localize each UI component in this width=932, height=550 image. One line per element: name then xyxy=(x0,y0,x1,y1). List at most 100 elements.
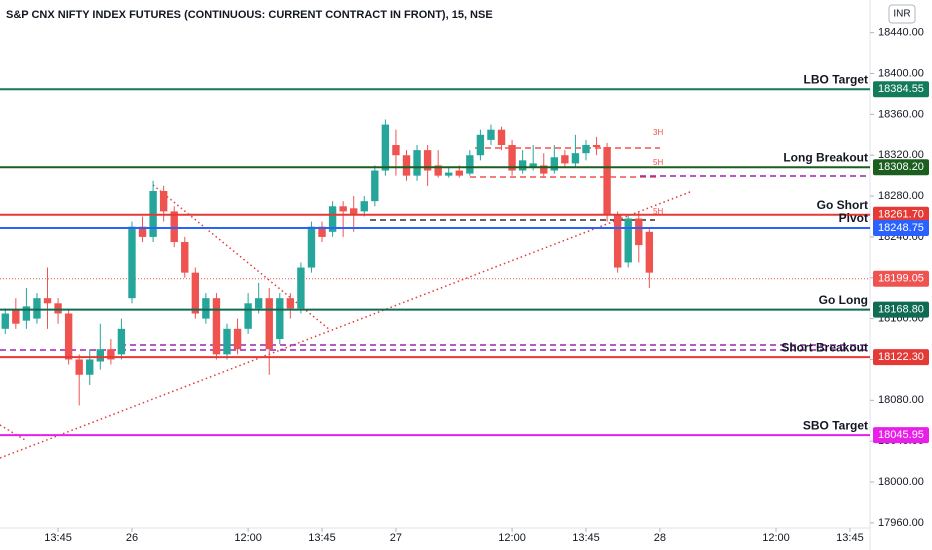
candle-body xyxy=(497,129,506,146)
candle-body xyxy=(307,226,316,268)
annotation: 5H xyxy=(653,207,663,216)
candle-body xyxy=(487,129,495,140)
candle-body xyxy=(128,226,136,299)
level-label: Long Breakout xyxy=(783,150,868,164)
candle-body xyxy=(107,349,115,360)
trend-line xyxy=(0,424,26,441)
price-box xyxy=(873,270,929,287)
candle-body xyxy=(286,298,295,309)
price-box xyxy=(873,159,929,176)
y-tick-label: 18360.00 xyxy=(878,108,924,120)
level-label: Go Long xyxy=(819,293,868,307)
candle-body xyxy=(1,313,9,329)
candle-body xyxy=(22,306,31,321)
candle-body xyxy=(244,303,252,329)
price-box xyxy=(873,301,929,318)
y-tick-label: 18320.00 xyxy=(878,149,924,161)
candle-body xyxy=(254,298,263,309)
candle-body xyxy=(592,145,601,148)
price-box xyxy=(873,427,929,444)
candle-body xyxy=(223,328,231,355)
candle-body xyxy=(624,218,632,263)
candle-body xyxy=(54,303,62,314)
candle-body xyxy=(64,313,73,360)
price-box xyxy=(873,349,929,366)
x-tick-label: 12:00 xyxy=(762,532,790,544)
x-tick-label: 13:45 xyxy=(572,532,600,544)
candle-body xyxy=(191,272,200,314)
chart-title: S&P CNX NIFTY INDEX FUTURES (CONTINUOUS:… xyxy=(6,9,493,21)
candle-body xyxy=(276,298,284,340)
candle-body xyxy=(466,155,474,174)
candle-body xyxy=(582,145,590,154)
candle-body xyxy=(202,298,210,319)
currency-box[interactable] xyxy=(888,4,916,24)
candle-body xyxy=(645,231,654,273)
candle-body xyxy=(392,145,400,156)
x-tick-label: 12:00 xyxy=(234,532,262,544)
candle-body xyxy=(413,150,421,176)
price-box-label: 18045.95 xyxy=(878,429,924,441)
y-tick-label: 18400.00 xyxy=(878,67,924,79)
x-tick-label: 13:45 xyxy=(308,532,336,544)
y-tick-label: 17960.00 xyxy=(878,517,924,529)
candle-body xyxy=(43,298,52,304)
candle-body xyxy=(603,147,611,215)
candle-body xyxy=(445,172,453,176)
price-box-label: 18168.80 xyxy=(878,304,924,316)
candle-body xyxy=(96,349,104,362)
level-label: Pivot xyxy=(839,211,868,225)
candle-body xyxy=(233,328,242,350)
candle-body xyxy=(423,150,432,171)
candle-body xyxy=(360,201,368,212)
currency[interactable]: INR xyxy=(893,9,910,20)
y-tick-label: 18440.00 xyxy=(878,27,924,39)
price-box-label: 18248.75 xyxy=(878,222,924,234)
y-tick-label: 18280.00 xyxy=(878,190,924,202)
candle-body xyxy=(12,310,20,324)
candle-body xyxy=(529,163,537,168)
candle-body xyxy=(561,155,569,164)
candle-body xyxy=(159,190,168,212)
candle-body xyxy=(350,208,358,215)
candle-body xyxy=(297,267,305,309)
price-box xyxy=(873,219,929,236)
candle-body xyxy=(170,211,178,243)
x-tick-label: 12:00 xyxy=(498,532,526,544)
x-tick-label: 26 xyxy=(126,532,138,544)
candle-body xyxy=(212,298,221,355)
price-box-label: 18308.20 xyxy=(878,161,924,173)
candle-body xyxy=(181,242,189,273)
price-box-label: 18199.05 xyxy=(878,273,924,285)
price-box-label: 18384.55 xyxy=(878,83,924,95)
price-box-label: 18261.70 xyxy=(878,209,924,221)
candle-body xyxy=(117,328,126,355)
level-label: LBO Target xyxy=(804,72,868,86)
candle-body xyxy=(455,170,463,176)
candle-body xyxy=(381,124,390,171)
trend-line xyxy=(0,191,691,459)
candle-body xyxy=(265,298,273,350)
price-box-label: 18122.30 xyxy=(878,351,924,363)
candle-body xyxy=(75,359,83,375)
candle-body xyxy=(328,206,337,232)
candle-body xyxy=(613,214,622,268)
price-box xyxy=(873,81,929,98)
x-tick-label: 27 xyxy=(390,532,402,544)
candle-body xyxy=(508,145,516,171)
level-label: Short Breakout xyxy=(781,340,868,354)
y-tick-label: 18080.00 xyxy=(878,394,924,406)
y-tick-label: 18000.00 xyxy=(878,476,924,488)
annotation: 3H xyxy=(653,128,663,137)
candle-body xyxy=(518,160,527,171)
candle-body xyxy=(371,170,379,202)
annotation: 5H xyxy=(653,158,663,167)
candle-body xyxy=(339,206,347,212)
candle-body xyxy=(33,298,41,319)
candle-body xyxy=(635,218,643,246)
candle-body xyxy=(86,359,94,375)
candle-body xyxy=(476,134,485,156)
candle-body xyxy=(550,157,559,171)
